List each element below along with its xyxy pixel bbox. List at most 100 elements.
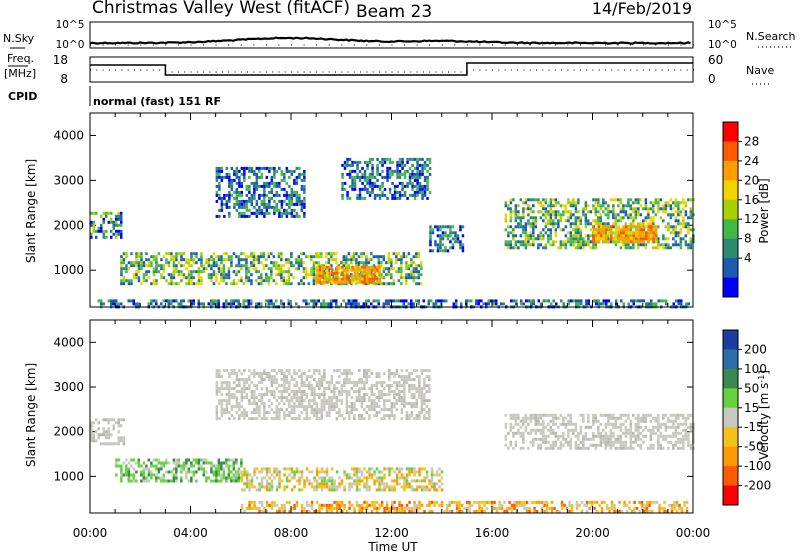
echo-cell <box>100 302 103 305</box>
echo-cell <box>635 237 638 240</box>
echo-cell <box>321 411 324 414</box>
echo-cell <box>185 258 188 261</box>
echo-cell <box>386 467 389 470</box>
echo-cell <box>301 200 304 203</box>
echo-cell <box>550 237 553 240</box>
echo-cell <box>421 185 424 188</box>
echo-cell <box>552 225 555 228</box>
echo-cell <box>525 429 528 432</box>
echo-cell <box>403 510 406 513</box>
echo-cell <box>228 468 231 471</box>
echo-cell <box>316 405 319 408</box>
echo-cell <box>243 215 246 218</box>
echo-cell <box>597 198 600 201</box>
echo-cell <box>125 465 128 468</box>
echo-cell <box>384 158 387 161</box>
echo-cell <box>266 387 269 390</box>
echo-cell <box>313 479 316 482</box>
echo-cell <box>428 414 431 417</box>
echo-cell <box>428 510 431 513</box>
echo-cell <box>366 188 369 191</box>
echo-cell <box>432 228 435 231</box>
echo-cell <box>577 246 580 249</box>
echo-cell <box>560 299 563 302</box>
echo-cell <box>356 396 359 399</box>
echo-cell <box>388 507 391 510</box>
echo-cell <box>642 243 645 246</box>
echo-cell <box>388 473 391 476</box>
echo-cell <box>336 501 339 504</box>
echo-cell <box>366 501 369 504</box>
echo-cell <box>530 414 533 417</box>
echo-cell <box>378 399 381 402</box>
echo-cell <box>246 473 249 476</box>
echo-cell <box>223 468 226 471</box>
echo-cell <box>363 261 366 264</box>
echo-cell <box>618 231 621 234</box>
echo-cell <box>210 299 213 302</box>
echo-cell <box>220 468 223 471</box>
echo-cell <box>449 234 452 237</box>
echo-cell <box>681 507 684 510</box>
echo-cell <box>253 264 256 267</box>
echo-cell <box>333 485 336 488</box>
echo-cell <box>438 299 441 302</box>
echo-cell <box>170 255 173 258</box>
echo-cell <box>173 480 176 483</box>
echo-cell <box>175 474 178 477</box>
echo-cell <box>233 474 236 477</box>
echo-cell <box>375 255 378 258</box>
echo-cell <box>220 465 223 468</box>
echo-cell <box>311 408 314 411</box>
echo-cell <box>273 369 276 372</box>
echo-cell <box>296 467 299 470</box>
echo-cell <box>210 258 213 261</box>
echo-cell <box>391 488 394 491</box>
echo-cell <box>527 198 530 201</box>
echo-cell <box>687 216 690 219</box>
echo-cell <box>248 167 251 170</box>
echo-cell <box>650 234 653 237</box>
echo-cell <box>383 372 386 375</box>
echo-cell <box>485 302 488 305</box>
echo-cell <box>419 191 422 194</box>
echo-cell <box>243 411 246 414</box>
echo-cell <box>296 405 299 408</box>
echo-cell <box>115 224 118 227</box>
echo-cell <box>300 258 303 261</box>
echo-cell <box>283 504 286 507</box>
echo-cell <box>413 467 416 470</box>
echo-cell <box>298 387 301 390</box>
echo-cell <box>228 212 231 215</box>
echo-cell <box>351 372 354 375</box>
echo-cell <box>105 212 108 215</box>
echo-cell <box>428 501 431 504</box>
echo-cell <box>363 372 366 375</box>
echo-cell <box>613 504 616 507</box>
echo-cell <box>411 488 414 491</box>
echo-cell <box>358 504 361 507</box>
echo-cell <box>368 485 371 488</box>
echo-cell <box>537 237 540 240</box>
echo-cell <box>318 510 321 513</box>
echo-cell <box>133 299 136 302</box>
echo-cell <box>93 421 96 424</box>
echo-cell <box>537 420 540 423</box>
echo-cell <box>255 258 258 261</box>
echo-cell <box>678 302 681 305</box>
echo-cell <box>528 299 531 302</box>
echo-cell <box>399 197 402 200</box>
echo-cell <box>520 420 523 423</box>
echo-cell <box>424 188 427 191</box>
echo-cell <box>640 237 643 240</box>
echo-cell <box>298 215 301 218</box>
echo-cell <box>301 504 304 507</box>
echo-cell <box>415 270 418 273</box>
echo-cell <box>361 173 364 176</box>
echo-cell <box>223 267 226 270</box>
echo-cell <box>600 234 603 237</box>
echo-cell <box>230 471 233 474</box>
echo-cell <box>226 402 229 405</box>
echo-cell <box>175 465 178 468</box>
echo-cell <box>281 206 284 209</box>
